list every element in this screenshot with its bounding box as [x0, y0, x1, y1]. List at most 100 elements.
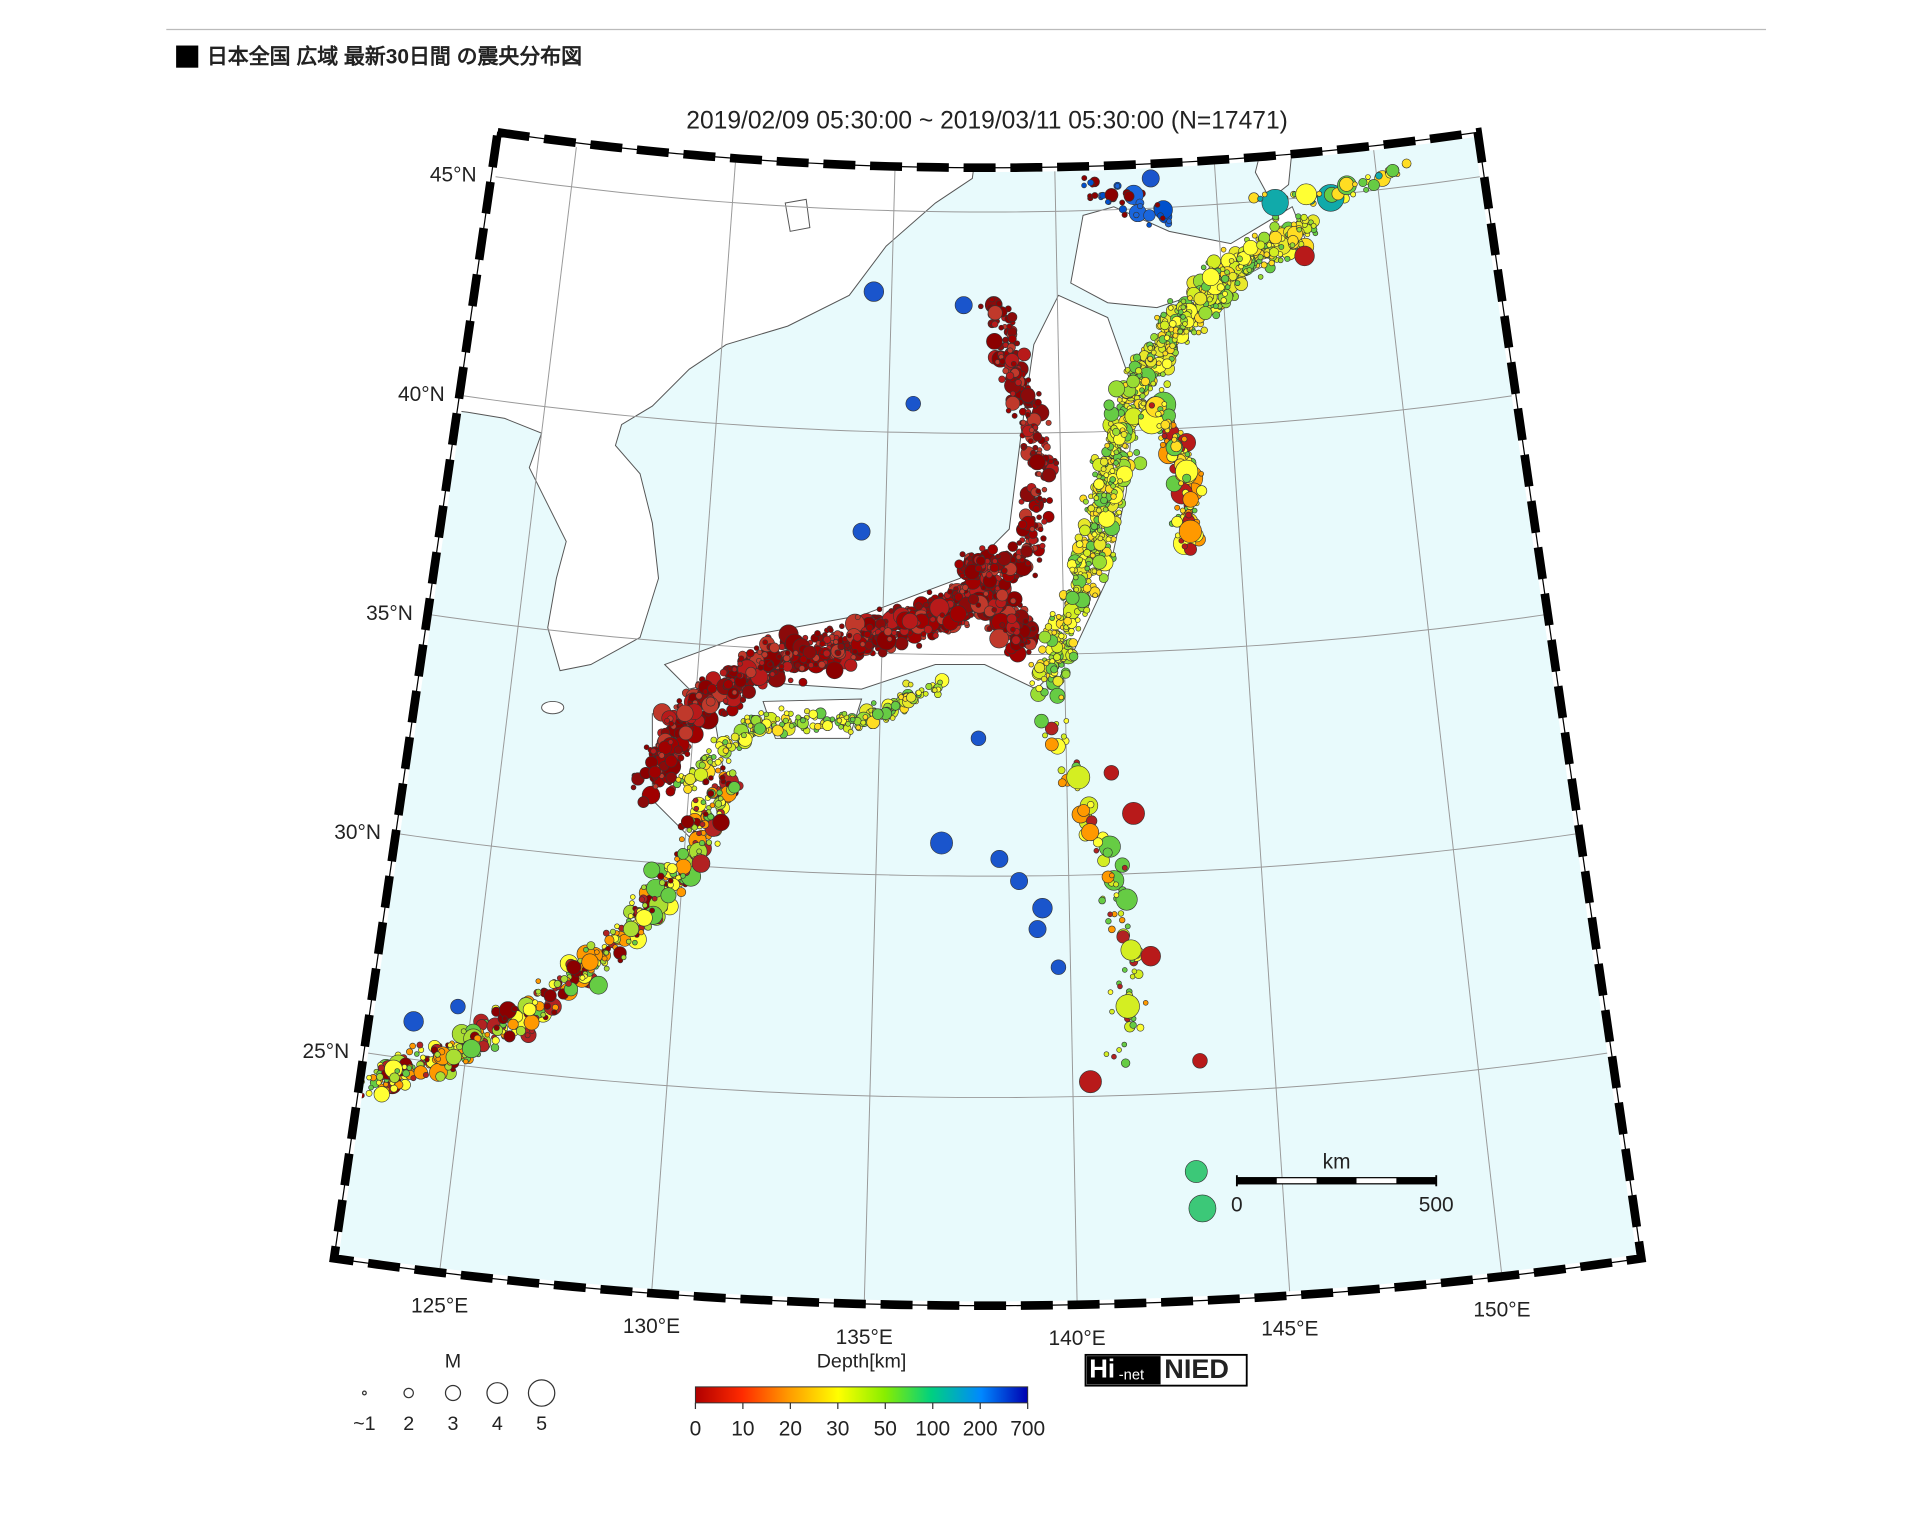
epicenter: [720, 765, 726, 771]
epicenter: [1162, 350, 1169, 357]
epicenter: [1138, 413, 1144, 420]
epicenter: [1016, 540, 1023, 546]
epicenter: [1109, 872, 1115, 879]
epicenter: [808, 709, 818, 719]
epicenter: [728, 781, 741, 794]
epicenter: [1040, 535, 1047, 542]
epicenter: [864, 640, 874, 650]
epicenter: [1074, 617, 1081, 623]
logo: Hi -net NIED: [1084, 1353, 1248, 1387]
epicenter: [460, 1028, 467, 1035]
epicenter: [883, 627, 893, 636]
epicenter: [819, 640, 826, 647]
epicenter: [1113, 892, 1120, 898]
epicenter: [844, 658, 858, 672]
epicenter: [717, 795, 724, 802]
epicenter: [1109, 1008, 1115, 1015]
epicenter: [632, 939, 638, 946]
epicenter: [798, 677, 808, 687]
epicenter: [996, 589, 1009, 602]
epicenter: [1063, 616, 1072, 626]
epicenter: [484, 1031, 491, 1038]
parallel: [363, 1052, 1612, 1099]
epicenter: [758, 710, 764, 716]
epicenter: [1191, 507, 1198, 514]
epicenter: [1181, 436, 1188, 443]
epicenter: [1079, 524, 1091, 537]
epicenter: [986, 333, 1003, 350]
lon-label: 130°E: [623, 1315, 680, 1338]
epicenter: [1198, 471, 1204, 477]
epicenter: [714, 800, 723, 808]
epicenter: [1234, 280, 1241, 287]
epicenter: [1025, 412, 1031, 418]
epicenter: [1069, 566, 1076, 573]
epicenter: [853, 633, 862, 642]
epicenter: [1177, 328, 1184, 335]
epicenter: [1032, 572, 1038, 579]
epicenter: [1339, 177, 1354, 192]
epicenter: [1261, 191, 1268, 198]
epicenter: [1169, 320, 1177, 328]
depth-title: Depth[km]: [817, 1350, 907, 1372]
land: [541, 700, 565, 715]
epicenter: [998, 375, 1006, 383]
epicenter: [1177, 309, 1184, 315]
epicenter: [1135, 367, 1143, 375]
epicenter: [905, 395, 921, 412]
epicenter: [890, 701, 901, 711]
epicenter: [774, 716, 781, 722]
epicenter: [888, 608, 895, 614]
epicenter: [855, 724, 861, 731]
epicenter: [1109, 468, 1116, 474]
epicenter: [1154, 314, 1160, 321]
depth-tick-label: 0: [690, 1417, 702, 1440]
epicenter: [1160, 320, 1170, 331]
epicenter: [1053, 653, 1061, 662]
epicenter: [401, 1064, 408, 1070]
epicenter: [1150, 380, 1156, 387]
epicenter: [1200, 326, 1208, 334]
epicenter: [609, 928, 616, 935]
epicenter: [849, 716, 856, 723]
epicenter: [959, 572, 966, 579]
epicenter: [511, 1005, 519, 1013]
epicenter: [649, 907, 656, 914]
epicenter: [1159, 441, 1166, 448]
epicenter: [800, 717, 806, 724]
epicenter: [1029, 680, 1036, 686]
epicenter: [1181, 543, 1188, 550]
epicenter: [1131, 968, 1138, 975]
epicenter: [706, 839, 713, 846]
epicenter: [1045, 419, 1052, 426]
epicenter: [1087, 801, 1095, 809]
scale-tick-label: 500: [1419, 1194, 1454, 1217]
epicenter: [1007, 347, 1014, 354]
epicenter: [543, 1002, 551, 1010]
epicenter: [1074, 533, 1083, 542]
epicenter: [406, 1065, 413, 1071]
epicenter: [630, 784, 637, 791]
epicenter: [696, 830, 702, 837]
epicenter: [1087, 179, 1095, 187]
epicenter: [783, 710, 790, 717]
epicenter: [1020, 419, 1027, 426]
epicenter: [954, 559, 964, 569]
epicenter: [579, 974, 586, 981]
epicenter: [1091, 568, 1098, 575]
logo-hi: Hi: [1089, 1356, 1115, 1384]
epicenter: [863, 630, 871, 638]
epicenter: [1082, 584, 1092, 593]
epicenter: [535, 978, 542, 984]
epicenter: [1020, 545, 1033, 558]
epicenter: [970, 730, 987, 747]
epicenter: [1014, 573, 1020, 580]
epicenter: [1212, 303, 1219, 310]
epicenter: [795, 714, 802, 721]
epicenter: [1289, 242, 1296, 248]
epicenter: [999, 622, 1005, 628]
epicenter: [1263, 251, 1270, 258]
epicenter: [938, 592, 944, 599]
epicenter: [1201, 268, 1220, 287]
epicenter: [901, 613, 919, 630]
